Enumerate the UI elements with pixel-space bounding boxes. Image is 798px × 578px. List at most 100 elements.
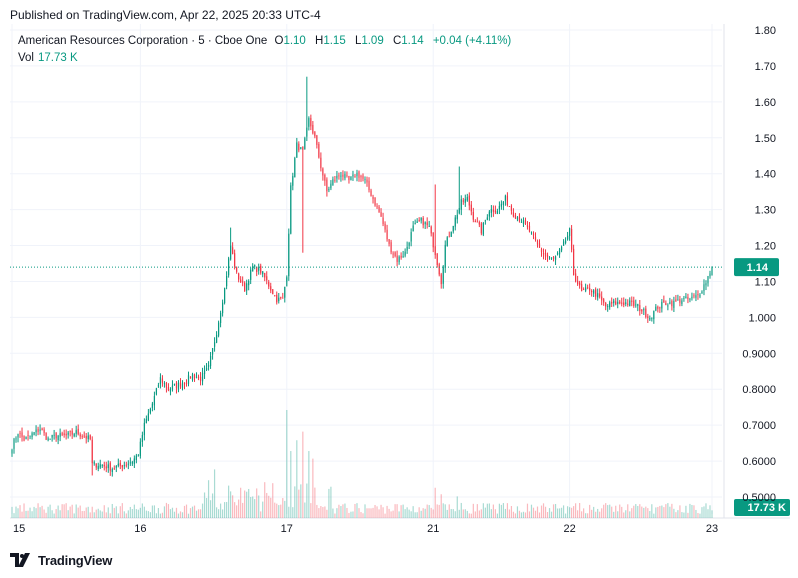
candle-body	[627, 303, 629, 305]
candle-body	[669, 302, 671, 304]
volume-bar	[623, 512, 625, 518]
candle-body	[707, 276, 709, 284]
candle-body	[278, 297, 280, 302]
volume-bar	[639, 504, 641, 518]
candle-body	[177, 382, 180, 390]
candle-body	[522, 220, 525, 224]
candle-body	[585, 287, 587, 291]
volume-bar	[685, 505, 687, 518]
candle-body	[402, 256, 404, 258]
candle-body	[520, 222, 523, 223]
candle-body	[566, 235, 569, 240]
high-label: H	[315, 35, 324, 47]
volume-bar	[496, 513, 498, 518]
candle-body	[171, 385, 174, 390]
candle-body	[392, 253, 394, 255]
volume-bar	[512, 511, 515, 518]
volume-bar	[687, 512, 689, 518]
volume-bar	[558, 508, 561, 518]
candle-body	[458, 208, 460, 214]
volume-bar	[522, 511, 525, 518]
candle-body	[599, 293, 601, 297]
volume-bar	[37, 503, 39, 518]
candle-body	[689, 298, 691, 300]
candle-body	[274, 295, 276, 296]
volume-bar	[127, 510, 129, 518]
candle-body	[151, 403, 154, 408]
volume-bar	[326, 509, 328, 518]
candle-body	[607, 306, 609, 307]
volume-bar	[147, 511, 149, 518]
volume-bar	[67, 510, 69, 518]
volume-bar	[376, 506, 378, 518]
published-caption: Published on TradingView.com, Apr 22, 20…	[10, 8, 321, 22]
candle-body	[159, 377, 162, 385]
candle-body	[635, 304, 637, 306]
candle-body	[183, 382, 186, 385]
volume-bar	[161, 512, 164, 518]
candle-body	[613, 300, 615, 304]
candle-body	[342, 174, 344, 177]
volume-bar	[270, 497, 272, 518]
price-tick-label: 1.50	[755, 133, 776, 145]
candle-body	[420, 217, 422, 221]
candle-body	[589, 288, 591, 291]
candle-body	[492, 209, 494, 212]
volume-bar	[346, 507, 348, 518]
candle-body	[165, 382, 168, 388]
candle-body	[502, 201, 505, 205]
candle-body	[282, 297, 284, 299]
volume-bar	[540, 505, 543, 518]
volume-bar	[266, 492, 268, 518]
volume-bar	[428, 505, 430, 518]
candle-body	[617, 301, 619, 304]
volume-bar	[155, 513, 158, 518]
candle-body	[123, 465, 125, 467]
candle-body	[609, 302, 611, 308]
candle-body	[201, 373, 204, 382]
candles	[11, 76, 713, 477]
volume-bar	[494, 509, 496, 518]
volume-bar	[111, 503, 113, 518]
volume-bar	[352, 511, 354, 518]
volume-bar	[601, 508, 603, 518]
volume-bar	[41, 505, 43, 518]
candle-body	[75, 430, 77, 434]
tradingview-footer[interactable]: TradingView	[10, 550, 112, 570]
candle-body	[677, 299, 679, 301]
volume-bar	[39, 507, 41, 518]
volume-bar	[679, 505, 681, 518]
volume-bar	[256, 488, 258, 518]
candle-body	[59, 433, 61, 437]
price-tick-label: 1.40	[755, 169, 776, 181]
volume-bar	[585, 513, 587, 518]
volume-bar	[135, 509, 137, 518]
candle-body	[97, 466, 99, 469]
volume-bar	[157, 508, 160, 518]
candle-body	[418, 220, 420, 222]
candle-body	[115, 466, 117, 468]
candle-body	[536, 240, 539, 245]
price-tick-label: 0.8000	[742, 384, 776, 396]
candle-body	[462, 200, 464, 202]
candle-body	[155, 388, 158, 395]
candle-body	[685, 296, 687, 298]
volume-bar	[171, 507, 174, 518]
volume-bar	[141, 503, 143, 518]
candle-body	[113, 468, 115, 470]
volume-bar	[705, 503, 707, 518]
volume-bar	[398, 511, 400, 518]
candle-body	[101, 465, 103, 467]
candle-body	[500, 203, 502, 207]
candle-body	[709, 273, 711, 277]
candle-body	[362, 175, 364, 179]
volume-bar	[372, 507, 374, 518]
price-chart[interactable]: 1.14 17.73 K 0.5000 0.6000 0.7000 0.8000 0.90…	[10, 24, 790, 544]
volume-bar	[464, 509, 466, 518]
candle-body	[21, 432, 23, 437]
last-price-line: 1.14 17.73 K	[10, 258, 790, 516]
volume-bar	[510, 506, 513, 518]
candle-body	[434, 246, 436, 256]
volume-bar	[318, 508, 320, 518]
volume-bar	[396, 504, 398, 518]
